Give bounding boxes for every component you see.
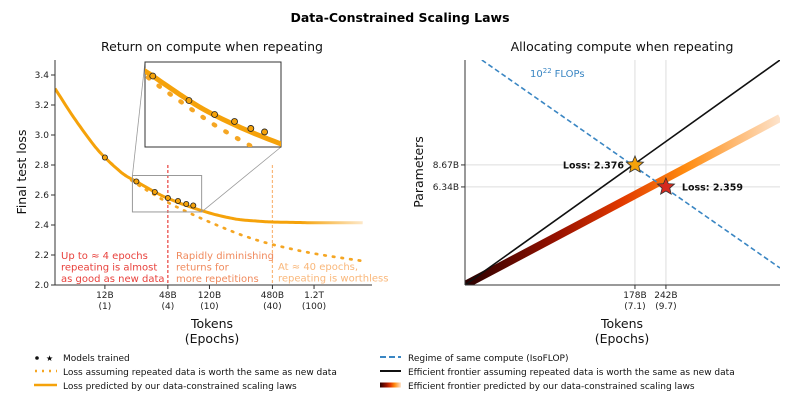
- annotation-text: returns for: [176, 263, 230, 274]
- legend-gradient-icon: [380, 382, 401, 388]
- inset-model-point: [149, 72, 157, 80]
- dotted-loss-line: [103, 156, 365, 263]
- inset-connector-line: [201, 146, 282, 213]
- x-tick-label: 12B: [96, 291, 114, 301]
- isoflop-line: [481, 60, 780, 269]
- y-tick-label: 2.2: [35, 251, 49, 261]
- y-tick-label: 2.0: [35, 281, 50, 291]
- x-tick-epochs-label: (7.1): [624, 302, 645, 312]
- left-plot: 2.0 2.2 2.4 2.6 2.8 3.0 3.2 3.4 12B(1) 48B(4) 120B…: [35, 17, 388, 312]
- y-tick-label: 2.4: [35, 221, 50, 231]
- right-plot-area: [465, 60, 780, 285]
- isoflop-label: 1022 FLOPs: [530, 67, 585, 80]
- model-point: [183, 200, 190, 207]
- data-constrained-frontier-band: [465, 114, 780, 285]
- right-x-label-epochs: (Epochs): [595, 331, 650, 346]
- inset-model-point: [247, 125, 255, 132]
- left-x-label: Tokens: [190, 316, 233, 331]
- figure-title: Data-Constrained Scaling Laws: [290, 10, 509, 25]
- x-tick-epochs-label: (1): [99, 302, 112, 312]
- model-point: [151, 188, 158, 195]
- inset-plot: [88, 17, 281, 147]
- x-tick-label: 1.2T: [304, 291, 324, 301]
- x-tick-label: 48B: [159, 291, 177, 301]
- star-loss-label: Loss: 2.359: [682, 182, 743, 193]
- right-chart-title: Allocating compute when repeating: [511, 39, 734, 54]
- x-tick-epochs-label: (100): [302, 302, 326, 312]
- x-tick-epochs-label: (9.7): [655, 302, 676, 312]
- x-tick-epochs-label: (40): [263, 302, 281, 312]
- y-tick-label: 3.0: [35, 131, 50, 141]
- star-loss-label: Loss: 2.376: [563, 160, 624, 171]
- predicted-loss-line: [55, 87, 363, 225]
- x-tick-epochs-label: (10): [200, 302, 218, 312]
- legend-loss-predicted: Loss predicted by our data-constrained s…: [63, 382, 297, 392]
- model-star-marker: [656, 176, 676, 196]
- left-x-label-epochs: (Epochs): [185, 331, 240, 346]
- legend-frontier-same: Efficient frontier assuming repeated dat…: [408, 368, 735, 378]
- annotation-text: repeating is worthless: [278, 274, 388, 285]
- x-tick-label: 480B: [261, 291, 284, 301]
- model-point: [101, 154, 108, 161]
- inset-model-point: [231, 118, 238, 125]
- y-tick-label: 2.6: [35, 191, 50, 201]
- inset-model-point: [185, 97, 193, 104]
- x-tick-label: 120B: [198, 291, 221, 301]
- legend-frontier-predicted: Efficient frontier predicted by our data…: [408, 382, 695, 392]
- x-tick-epochs-label: (4): [161, 302, 174, 312]
- annotation-text: repeating is almost: [61, 263, 157, 274]
- efficient-frontier-line: [465, 60, 780, 285]
- inset-connector-line: [132, 61, 146, 176]
- annotation-text: more repetitions: [176, 274, 259, 285]
- inset-model-point: [88, 17, 94, 23]
- legend-dot-icon: [35, 356, 39, 360]
- inset-model-point: [211, 111, 219, 118]
- inset-zoom-region: [131, 175, 203, 213]
- left-y-label: Final test loss: [14, 130, 29, 215]
- legend-models-trained: Models trained: [63, 354, 130, 364]
- y-tick-label: 2.8: [35, 161, 50, 171]
- model-star-marker: [625, 154, 645, 174]
- legend: ★ Models trained Loss assuming repeated …: [34, 354, 735, 392]
- right-y-label: Parameters: [411, 136, 426, 208]
- y-tick-label: 8.67B: [433, 161, 459, 171]
- legend-star-icon: ★: [46, 354, 53, 363]
- y-tick-label: 3.2: [35, 101, 49, 111]
- inset-model-point: [261, 128, 268, 136]
- model-point: [133, 178, 140, 185]
- x-tick-label: 178B: [623, 291, 646, 301]
- x-tick-label: 242B: [654, 291, 677, 301]
- right-x-label: Tokens: [600, 316, 643, 331]
- y-tick-label: 3.4: [35, 71, 50, 81]
- annotation-text: At ≈ 40 epochs,: [278, 262, 358, 273]
- model-point: [164, 194, 171, 201]
- left-chart-title: Return on compute when repeating: [101, 39, 323, 54]
- inset-dotted-loss-line: [145, 72, 258, 147]
- y-tick-label: 6.34B: [433, 183, 459, 193]
- legend-loss-repeated: Loss assuming repeated data is worth the…: [63, 368, 337, 378]
- inset-predicted-loss-line: [145, 68, 281, 147]
- model-point: [174, 197, 181, 204]
- annotation-text: as good as new data: [61, 274, 165, 285]
- annotation-text: Rapidly diminishing: [176, 251, 274, 262]
- right-plot: Loss: 2.376 Loss: 2.359 8.67B 6.34B 178B(7.1…: [433, 60, 780, 312]
- legend-isoflop: Regime of same compute (IsoFLOP): [408, 354, 569, 364]
- annotation-text: Up to ≈ 4 epochs: [61, 251, 148, 262]
- model-point: [190, 202, 197, 209]
